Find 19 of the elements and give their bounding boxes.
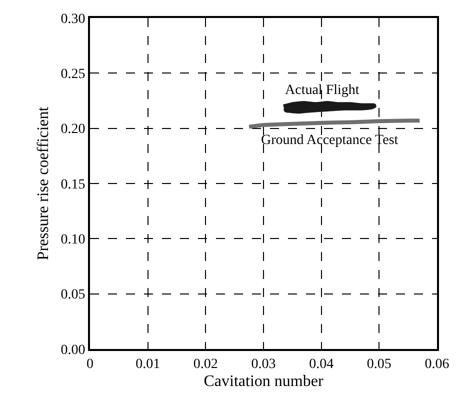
x-tick-label: 0.06 [424,356,450,372]
y-tick-label: 0.30 [60,12,86,27]
x-axis-title: Cavitation number [204,373,324,390]
series-label: Actual Flight [285,83,360,98]
y-tick-label: 0.25 [60,67,86,82]
x-tick-label: 0.03 [251,356,276,372]
line-series [247,118,422,129]
y-axis-title: Pressure rise coefficient [35,106,52,260]
y-tick-label: 0.05 [60,288,86,303]
x-tick-label: 0.02 [193,356,218,372]
y-tick-label: 0.20 [60,122,86,138]
y-tick-label: 0.15 [60,177,86,192]
series-label: Ground Acceptance Test [261,133,398,148]
x-tick-label: 0.05 [366,356,392,372]
y-tick-label: 0.00 [60,342,86,358]
x-tick-label: 0.01 [136,356,160,372]
x-tick-label: 0 [86,356,94,372]
y-tick-label: 0.10 [60,232,86,248]
x-tick-label: 0.04 [309,356,334,372]
